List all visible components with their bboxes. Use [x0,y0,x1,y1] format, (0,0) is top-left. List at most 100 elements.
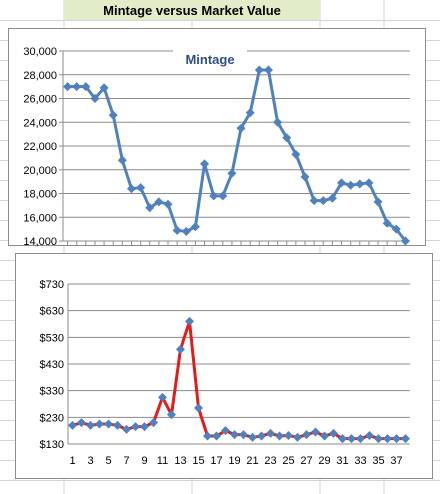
data-point [185,316,194,326]
data-point [113,420,122,430]
x-tick-label: 15 [192,455,204,467]
chart-title-bg [173,48,247,72]
data-point [227,168,237,178]
series-line [72,319,406,441]
data-point [86,420,95,430]
x-tick-label: 37 [390,455,402,467]
data-point [149,418,158,428]
series-line [67,68,407,242]
x-tick-label: 9 [141,455,147,467]
data-point [338,434,347,444]
data-point [320,431,329,441]
y-tick-label: 18,000 [23,189,57,201]
mintage-chart[interactable]: 14,000 16,000 18,000 20,000 22,000 24,000 26,0… [8,28,426,247]
data-point [63,82,73,92]
y-tick-label: 24,000 [23,117,57,129]
data-point [291,149,301,159]
y-tick-label: 28,000 [23,70,57,82]
data-point [364,178,374,188]
y-tick-label: $730 [40,279,64,291]
data-point [382,218,392,228]
data-point [200,159,210,169]
data-point [158,392,167,402]
y-tick-label: $230 [40,412,64,424]
data-point [172,225,182,235]
data-point [355,179,365,189]
chart-title: Mintage [185,52,234,67]
data-point [365,430,374,440]
data-point [302,430,311,440]
data-point [284,430,293,440]
data-point [190,222,200,232]
data-point [257,431,266,441]
mintage-chart-svg: 14,000 16,000 18,000 20,000 22,000 24,000 26,0… [23,46,410,247]
data-point [163,199,173,209]
y-tick-label: 30,000 [23,46,57,58]
x-tick-label: 1 [69,455,75,467]
data-point [95,419,104,429]
data-point [263,65,273,75]
data-point [347,434,356,444]
data-point [245,108,255,118]
data-point [327,193,337,203]
data-point [209,191,219,201]
x-tick-label: 21 [246,455,258,467]
data-point [300,172,310,182]
x-tick-label: 27 [300,455,312,467]
data-point [391,224,401,234]
data-point [374,434,383,444]
data-point [81,82,91,92]
data-point [248,432,257,442]
data-point [126,184,136,194]
data-point [181,227,191,236]
x-tick-label: 17 [210,455,222,467]
y-tick-label: $430 [40,359,64,371]
y-tick-label: 14,000 [23,236,57,247]
data-point [104,419,113,429]
data-point [117,155,127,165]
sheet-title: Mintage versus Market Value [64,0,320,20]
data-point [275,431,284,441]
x-tick-label: 7 [123,455,129,467]
data-point [122,424,131,434]
data-point [401,434,410,444]
data-point [254,65,264,75]
x-tick-label: 25 [282,455,294,467]
data-point [400,236,410,246]
data-point [293,432,302,442]
data-point [329,428,338,438]
data-point [230,430,239,440]
data-point [392,434,401,444]
data-point [383,434,392,444]
data-point [167,410,176,420]
x-tick-label: 5 [105,455,111,467]
data-point [309,196,319,206]
y-tick-label: 26,000 [23,94,57,106]
data-point [239,430,248,440]
data-point [154,197,164,207]
y-tick-label: 22,000 [23,141,57,153]
data-point [99,83,109,93]
data-point [346,180,356,190]
data-point [318,196,328,206]
data-point [131,422,140,432]
data-point [221,426,230,436]
data-point [266,428,275,438]
y-tick-label: $630 [40,306,64,318]
data-point [68,420,77,430]
market-value-chart[interactable]: $130 $230 $330 $430 $530 $630 $730 1 3 5 7 9 11 13 15 1… [15,253,433,479]
x-tick-label: 13 [174,455,186,467]
data-point [218,191,228,201]
data-point [108,110,118,120]
y-tick-label: $330 [40,386,64,398]
x-tick-label: 29 [318,455,330,467]
data-point [136,183,146,193]
data-point [356,434,365,444]
x-tick-label: 31 [336,455,348,467]
data-point [176,344,185,354]
y-tick-label: 20,000 [23,165,57,177]
x-tick-label: 3 [87,455,93,467]
data-point [373,197,383,207]
data-point [337,178,347,188]
